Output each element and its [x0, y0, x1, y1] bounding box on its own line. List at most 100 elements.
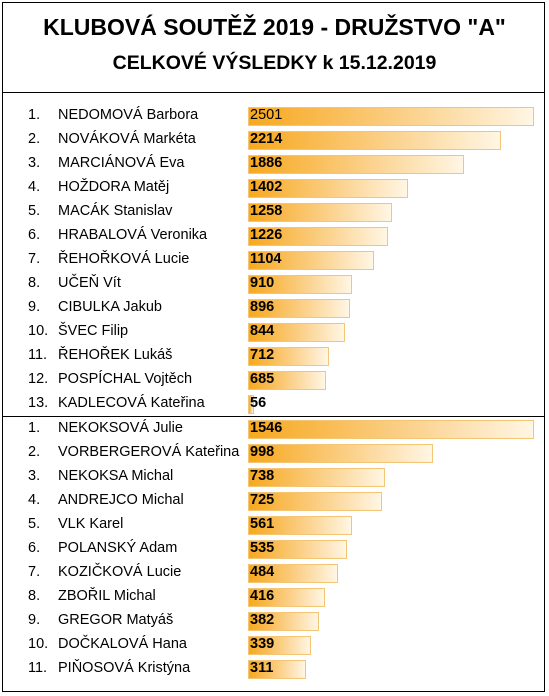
rank-label: 2.	[28, 444, 41, 460]
bar	[248, 299, 350, 318]
bar	[248, 251, 374, 270]
group-divider	[2, 416, 545, 417]
category-label: ŠVEC Filip	[58, 323, 129, 339]
data-label: 844	[250, 323, 275, 339]
category-label: MACÁK Stanislav	[58, 203, 173, 219]
bar	[248, 179, 408, 198]
rank-label: 7.	[28, 564, 41, 580]
bar	[248, 371, 326, 390]
rank-label: 12.	[28, 371, 49, 387]
data-label: 1546	[250, 420, 283, 436]
page-title: KLUBOVÁ SOUTĚŽ 2019 - DRUŽSTVO "A"	[43, 14, 506, 40]
bar	[248, 612, 319, 631]
rank-label: 5.	[28, 516, 41, 532]
data-label: 535	[250, 540, 275, 556]
category-label: HOŽDORA Matěj	[58, 179, 170, 195]
bar	[248, 468, 385, 487]
data-label: 896	[250, 299, 275, 315]
category-label: ŘEHOŘEK Lukáš	[58, 347, 173, 363]
data-label: 561	[250, 516, 275, 532]
bar	[248, 636, 311, 655]
rank-label: 7.	[28, 251, 41, 267]
rank-label: 8.	[28, 588, 41, 604]
category-label: DOČKALOVÁ Hana	[58, 636, 187, 652]
rank-label: 5.	[28, 203, 41, 219]
bar	[248, 564, 338, 583]
data-label: 339	[250, 636, 275, 652]
category-label: HRABALOVÁ Veronika	[58, 227, 208, 243]
rank-label: 1.	[28, 107, 41, 123]
rank-label: 9.	[28, 612, 41, 628]
rank-label: 2.	[28, 131, 41, 147]
bar	[248, 444, 433, 463]
bar	[248, 347, 329, 366]
category-label: VLK Karel	[58, 516, 124, 532]
category-label: NOVÁKOVÁ Markéta	[58, 131, 196, 147]
bar	[248, 323, 345, 342]
data-label: 1402	[250, 179, 283, 195]
bar	[248, 540, 347, 559]
rank-label: 6.	[28, 227, 41, 243]
category-label: POSPÍCHAL Vojtěch	[58, 371, 193, 387]
bar	[248, 516, 352, 535]
data-label: 712	[250, 347, 275, 363]
category-label: UČEŇ Vít	[58, 275, 121, 291]
data-label: 1226	[250, 227, 283, 243]
data-label: 416	[250, 588, 275, 604]
rank-label: 9.	[28, 299, 41, 315]
data-label: 910	[250, 275, 275, 291]
category-label: NEKOKSA Michal	[58, 468, 174, 484]
bar	[248, 660, 306, 679]
category-label: ŘEHOŘKOVÁ Lucie	[58, 251, 190, 267]
data-label: 725	[250, 492, 275, 508]
rank-label: 3.	[28, 155, 41, 171]
header-divider	[2, 92, 545, 93]
data-label: 1886	[250, 155, 283, 171]
bar	[248, 588, 325, 607]
data-label: 1258	[250, 203, 283, 219]
rank-label: 1.	[28, 420, 41, 436]
bar	[248, 492, 382, 511]
category-label: KADLECOVÁ Kateřina	[58, 395, 205, 411]
bar	[248, 420, 534, 439]
bar	[248, 203, 392, 222]
category-label: NEKOKSOVÁ Julie	[58, 420, 183, 436]
category-label: PIŇOSOVÁ Kristýna	[58, 660, 191, 676]
data-label: 311	[250, 660, 274, 676]
rank-label: 11.	[28, 347, 48, 363]
data-label: 998	[250, 444, 275, 460]
bar	[248, 395, 254, 414]
data-label: 685	[250, 371, 275, 387]
page-subtitle: CELKOVÉ VÝSLEDKY k 15.12.2019	[112, 52, 437, 74]
category-label: ANDREJCO Michal	[58, 492, 184, 508]
rank-label: 8.	[28, 275, 41, 291]
bar	[248, 155, 464, 174]
category-label: POLANSKÝ Adam	[58, 540, 178, 556]
rank-label: 6.	[28, 540, 41, 556]
bar	[248, 107, 534, 126]
rank-label: 4.	[28, 179, 41, 195]
category-label: MARCIÁNOVÁ Eva	[58, 155, 185, 171]
data-label: 738	[250, 468, 275, 484]
rank-label: 10.	[28, 323, 49, 339]
bar	[248, 131, 501, 150]
rank-label: 4.	[28, 492, 41, 508]
category-label: VORBERGEROVÁ Kateřina	[58, 444, 240, 460]
data-label: 382	[250, 612, 275, 628]
rank-label: 11.	[28, 660, 48, 676]
bar	[248, 275, 352, 294]
category-label: GREGOR Matyáš	[58, 612, 174, 628]
category-label: NEDOMOVÁ Barbora	[58, 107, 199, 123]
data-label: 2214	[250, 131, 283, 147]
data-label: 56	[250, 395, 267, 411]
category-label: KOZIČKOVÁ Lucie	[58, 564, 182, 580]
data-label: 484	[250, 564, 275, 580]
rank-label: 3.	[28, 468, 41, 484]
category-label: ZBOŘIL Michal	[58, 588, 156, 604]
rank-label: 10.	[28, 636, 49, 652]
rank-label: 13.	[28, 395, 49, 411]
bar	[248, 227, 388, 246]
data-label: 2501	[250, 107, 283, 123]
data-label: 1104	[250, 251, 282, 267]
